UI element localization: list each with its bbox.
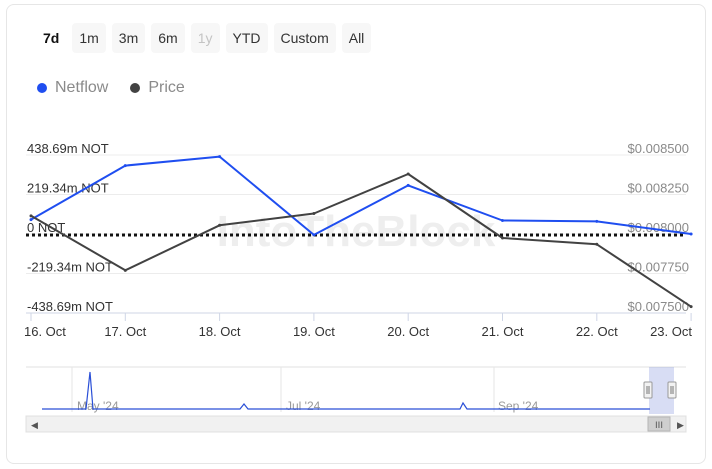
data-point-netflow — [123, 164, 127, 168]
legend-dot-icon — [130, 83, 141, 93]
right-tick-label: $0.008250 — [628, 181, 689, 196]
right-tick-label: $0.008500 — [628, 141, 689, 156]
left-tick-label: -219.34m NOT — [27, 260, 113, 275]
data-point-price — [312, 211, 316, 215]
x-tick-label: 17. Oct — [104, 324, 146, 339]
data-point-netflow — [218, 155, 222, 159]
x-tick-label: 23. Oct — [650, 324, 692, 339]
legend-dot-icon — [37, 83, 47, 93]
data-point-netflow — [501, 218, 504, 222]
scroll-left-icon[interactable]: ◀ — [31, 421, 38, 431]
data-point-price — [406, 172, 410, 176]
range-button-custom[interactable]: Custom — [273, 23, 336, 53]
data-point-price — [123, 268, 127, 272]
navigator-label: May '24 — [77, 399, 119, 413]
left-tick-label: -438.69m NOT — [27, 299, 113, 314]
left-tick-label: 438.69m NOT — [27, 141, 109, 156]
watermark: IntoTheBlock — [217, 207, 496, 256]
legend-item-price[interactable]: Price — [130, 79, 185, 97]
x-tick-label: 16. Oct — [24, 324, 66, 339]
scrollbar-thumb[interactable] — [647, 416, 671, 432]
range-button-7d[interactable]: 7d — [36, 23, 67, 53]
navigator-label: Jul '24 — [286, 399, 321, 413]
series-line-price — [30, 173, 692, 308]
legend-label: Netflow — [55, 79, 109, 96]
data-point-price — [501, 236, 504, 240]
x-tick-label: 19. Oct — [293, 324, 335, 339]
range-button-ytd[interactable]: YTD — [225, 23, 268, 53]
range-button-6m[interactable]: 6m — [151, 23, 185, 53]
x-axis: 16. Oct 17. Oct 18. Oct 19. Oct 20. Oct 21. O… — [24, 312, 692, 339]
legend-label: Price — [148, 79, 185, 96]
x-tick-label: 20. Oct — [387, 324, 429, 339]
navigator-label: Sep '24 — [498, 399, 539, 413]
right-axis: $0.008500$0.008250$0.008000$0.007750$0.0… — [628, 141, 689, 314]
right-tick-label: $0.007750 — [628, 260, 689, 275]
x-tick-label: 21. Oct — [482, 324, 524, 339]
data-point-price — [595, 242, 599, 246]
series-line-netflow — [30, 155, 692, 236]
data-point-netflow — [29, 218, 33, 222]
scrollbar-grip-icon: III — [655, 421, 663, 431]
data-point-netflow — [406, 183, 410, 187]
navigator-handle[interactable] — [643, 381, 653, 399]
series-lines — [26, 155, 693, 309]
range-button-3m[interactable]: 3m — [111, 23, 146, 53]
right-tick-label: $0.007500 — [628, 299, 689, 314]
range-button-1m[interactable]: 1m — [72, 23, 106, 53]
navigator-sparkline — [42, 371, 650, 410]
navigator: May '24 Jul '24 Sep '24 ◀ III ▶ — [25, 366, 687, 433]
x-tick-label: 18. Oct — [199, 324, 241, 339]
data-point-netflow — [689, 232, 693, 236]
legend-item-netflow[interactable]: Netflow — [37, 79, 108, 97]
range-button-all[interactable]: All — [341, 23, 372, 53]
range-button-1y[interactable]: 1y — [190, 23, 220, 53]
legend: Netflow Price — [37, 79, 185, 97]
data-point-price — [689, 305, 693, 309]
data-point-netflow — [312, 233, 316, 237]
data-point-price — [218, 223, 222, 227]
scroll-right-icon[interactable]: ▶ — [677, 421, 684, 431]
data-point-price — [29, 214, 33, 218]
navigator-area — [26, 367, 686, 414]
x-tick-label: 22. Oct — [576, 324, 618, 339]
left-tick-label: 219.34m NOT — [27, 181, 109, 196]
navigator-handle[interactable] — [667, 381, 677, 399]
data-point-netflow — [595, 219, 599, 223]
range-selector: 7d 1m 3m 6m 1y YTD Custom All — [36, 23, 372, 53]
scrollbar-track — [25, 415, 687, 433]
